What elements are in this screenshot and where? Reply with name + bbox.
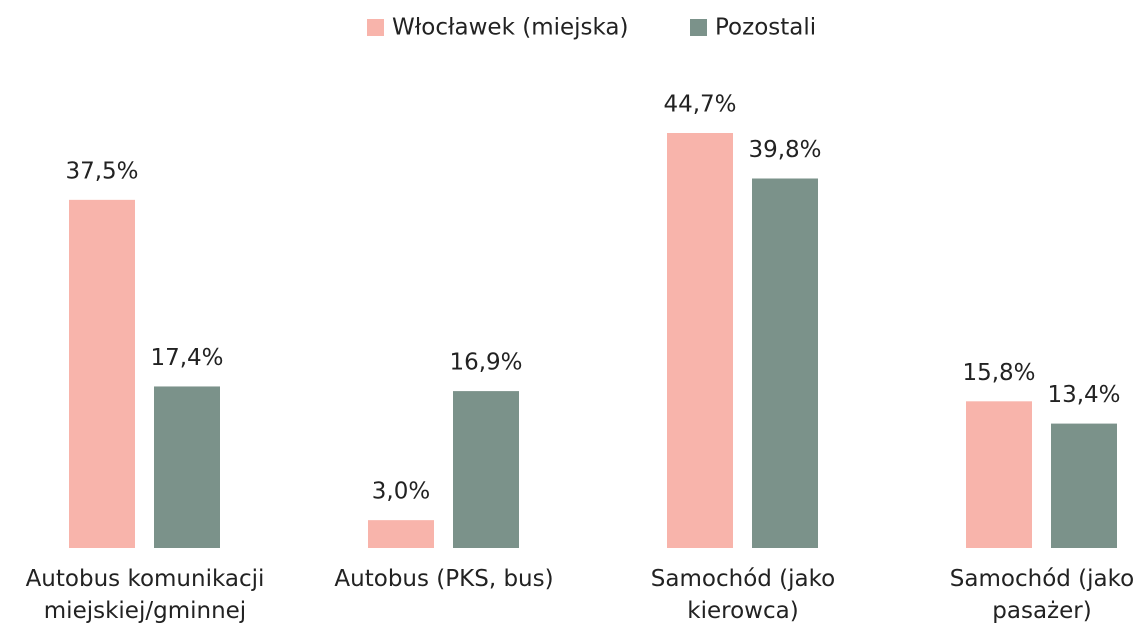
- data-label: 16,9%: [449, 350, 522, 376]
- bar: [69, 199, 135, 548]
- data-label: 44,7%: [663, 92, 736, 118]
- legend-swatch: [367, 19, 384, 36]
- legend-label: Włocławek (miejska): [392, 15, 629, 41]
- data-label: 15,8%: [962, 360, 1035, 386]
- x-tick-label: Samochód (jako pasażer): [949, 566, 1135, 624]
- bar: [1051, 423, 1117, 548]
- bar: [453, 391, 519, 548]
- data-label: 37,5%: [65, 158, 138, 184]
- legend-label: Pozostali: [715, 15, 816, 41]
- legend-swatch: [690, 19, 707, 36]
- bar: [368, 520, 434, 548]
- data-label: 39,8%: [748, 137, 821, 163]
- bar: [667, 133, 733, 548]
- bar: [154, 386, 220, 548]
- data-label: 13,4%: [1047, 382, 1120, 408]
- x-tick-label: Samochód (jako kierowca): [650, 566, 836, 624]
- data-label: 3,0%: [372, 479, 430, 505]
- bar: [966, 401, 1032, 548]
- x-tick-label: Autobus (PKS, bus): [334, 566, 554, 592]
- x-tick-label: Autobus komunikacji miejskiej/gminnej: [25, 566, 265, 624]
- bar: [752, 178, 818, 548]
- data-label: 17,4%: [150, 345, 223, 371]
